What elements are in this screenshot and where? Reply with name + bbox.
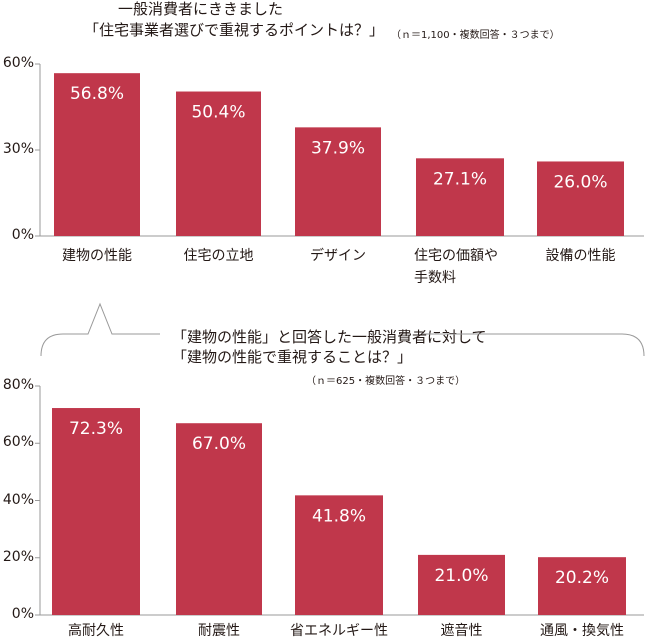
chart2-sample-note: （ｎ＝625・複数回答・３つまで） [306, 376, 466, 387]
bar [52, 408, 140, 615]
bar-value-label: 56.8% [70, 84, 124, 104]
y-tick-label: 40% [2, 491, 34, 508]
bar-value-label: 72.3% [69, 419, 123, 439]
bar-value-label: 37.9% [311, 138, 365, 158]
y-tick-label: 80% [2, 377, 34, 393]
bar-value-label: 50.4% [191, 103, 245, 123]
bar [54, 73, 140, 236]
category-label: 住宅の価額や 手数料 [400, 245, 520, 289]
category-label: 遮音性 [402, 620, 522, 642]
category-label-line: 手数料 [414, 270, 456, 286]
bar-value-label: 21.0% [434, 566, 488, 586]
category-label-line: 通風・換気性 [540, 623, 624, 639]
y-tick-label: 0% [11, 227, 34, 243]
category-label: 設備の性能 [521, 245, 641, 267]
chart1-title-line2: 「住宅事業者選びで重視するポイントは？」 [84, 21, 385, 39]
chart2-title-line1: 「建物の性能」と回答した一般消費者に対して [172, 328, 487, 346]
bar [176, 423, 262, 615]
bar-value-label: 67.0% [192, 434, 246, 454]
bar [295, 127, 381, 236]
bar [538, 557, 626, 615]
y-tick-label: 60% [2, 55, 34, 71]
brace-left-line [40, 302, 160, 357]
category-label: デザイン [278, 245, 398, 267]
chart1-title-line1: 一般消費者にききました [118, 0, 284, 18]
chart1-sample-note: （ｎ＝1,100・複数回答・３つまで） [391, 30, 560, 41]
bar [416, 158, 504, 236]
bar [295, 495, 383, 615]
category-label: 住宅の立地 [159, 245, 279, 267]
y-tick-label: 0% [11, 606, 34, 622]
y-tick-label: 20% [2, 548, 34, 565]
category-label-line: 耐震性 [198, 623, 240, 639]
category-label: 高耐久性 [36, 620, 156, 642]
bar [418, 554, 505, 615]
category-label: 建物の性能 [37, 245, 157, 267]
category-label-line: 省エネルギー性 [290, 623, 388, 639]
category-label: 通風・換気性 [522, 620, 642, 642]
bar-value-label: 41.8% [312, 506, 366, 526]
category-label-line: 建物の性能 [62, 248, 132, 264]
y-tick-label: 30% [2, 141, 34, 157]
y-tick-label: 60% [2, 434, 34, 451]
category-label: 耐震性 [159, 620, 279, 642]
category-label-line: デザイン [310, 248, 366, 264]
category-label-line: 遮音性 [440, 623, 483, 639]
category-label-line: 高耐久性 [68, 623, 124, 639]
bar [537, 161, 624, 236]
bar-value-label: 26.0% [553, 172, 607, 192]
category-label: 省エネルギー性 [279, 620, 399, 642]
bar-value-label: 27.1% [433, 169, 487, 189]
bar [176, 91, 261, 237]
category-label-line: 住宅の立地 [183, 248, 254, 264]
category-label-line: 住宅の価額や [414, 248, 498, 264]
category-label-line: 設備の性能 [545, 248, 616, 264]
chart2-title-line2: 「建物の性能で重視することは？」 [172, 348, 413, 366]
bar-value-label: 20.2% [555, 568, 609, 588]
brace-right-line [422, 333, 645, 357]
